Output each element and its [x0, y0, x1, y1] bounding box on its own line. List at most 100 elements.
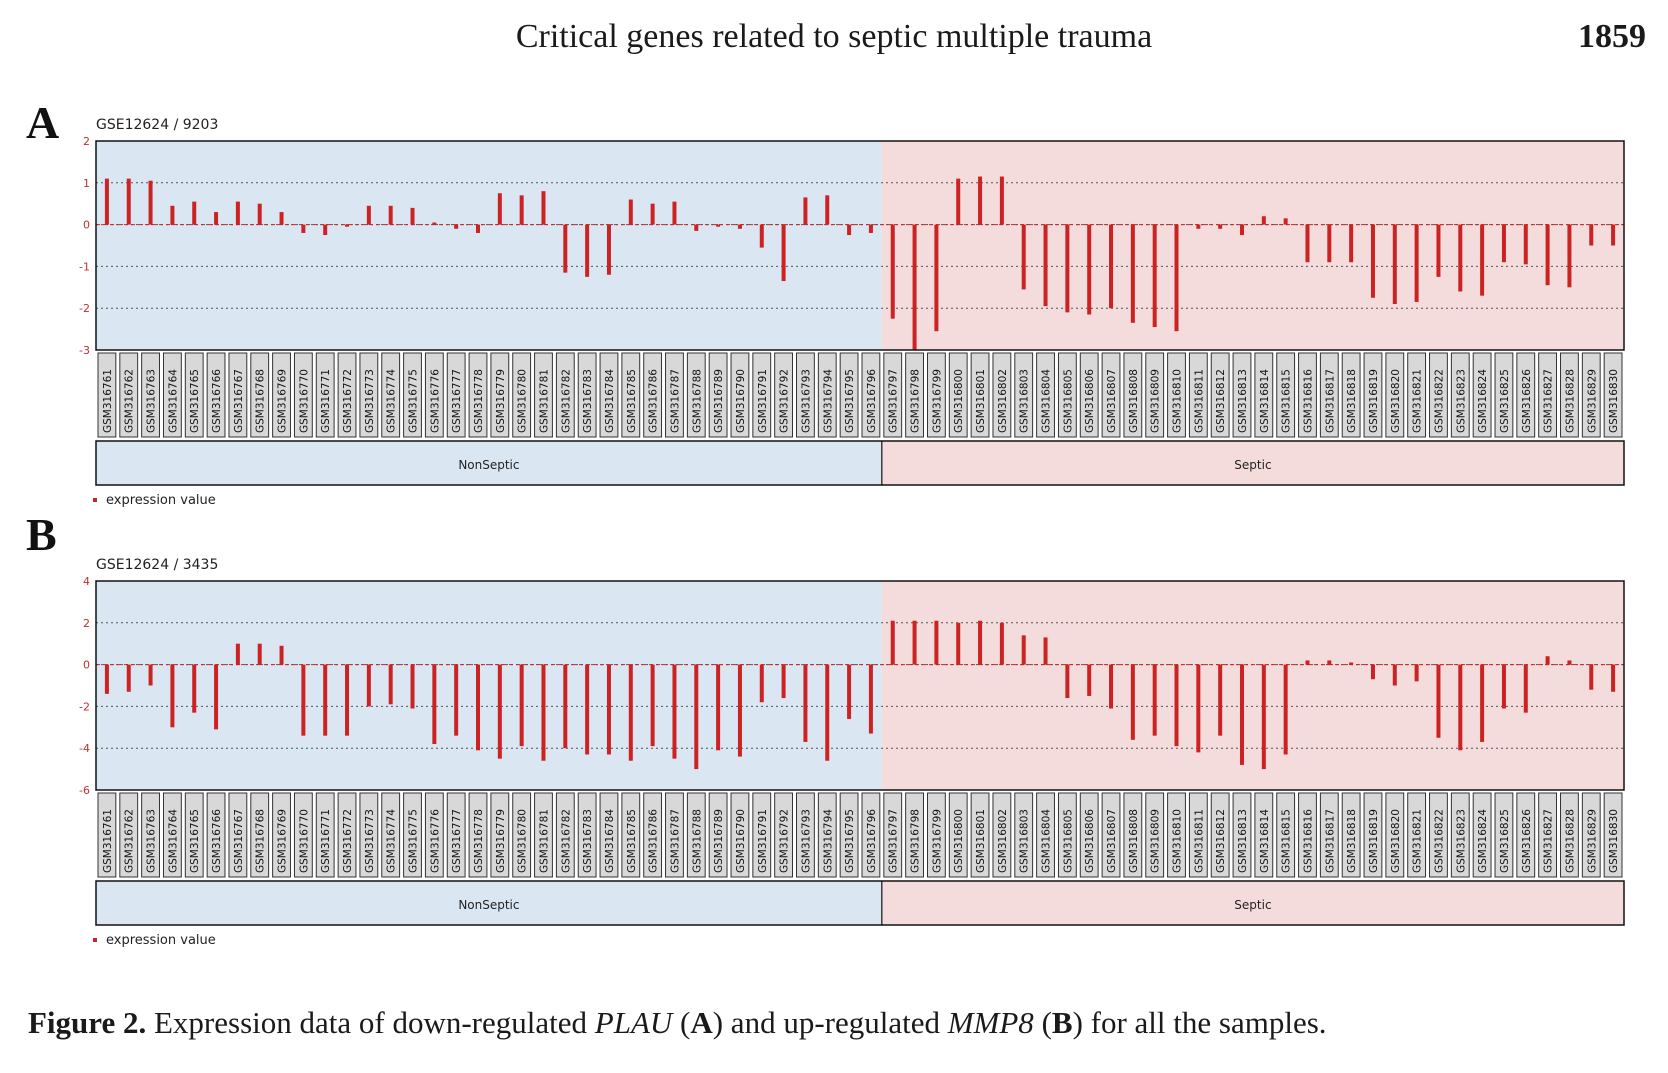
sample-label-box [643, 792, 663, 878]
sample-label-box [1123, 792, 1143, 878]
x-tick-label: GSM316830 [1608, 809, 1620, 873]
x-tick-label: GSM316782 [560, 369, 572, 433]
bar-GSM316783 [585, 224, 590, 277]
sample-label-box [534, 352, 553, 438]
caption-text-2: ( [672, 1005, 691, 1040]
sample-label-box [665, 352, 684, 438]
x-tick-label: GSM316808 [1128, 369, 1140, 433]
bar-GSM316777 [454, 224, 459, 229]
sample-label-box [424, 352, 444, 438]
sample-label-box [817, 792, 837, 878]
bar-GSM316813 [1240, 664, 1244, 765]
x-tick-label: GSM316821 [1412, 369, 1424, 433]
plot-background-nonseptic [96, 581, 882, 790]
sample-label-box [228, 352, 248, 438]
bar-GSM316802 [999, 176, 1004, 225]
sample-label-box [1210, 352, 1230, 438]
plot-background-septic [881, 581, 1624, 790]
bar-GSM316794 [825, 664, 830, 761]
bar-GSM316806 [1087, 224, 1092, 315]
bar-GSM316774 [388, 205, 393, 225]
x-tick-label: GSM316763 [146, 809, 158, 873]
x-tick-label: GSM316818 [1346, 369, 1358, 433]
x-tick-label: GSM316825 [1499, 369, 1511, 433]
sample-label-box [1560, 352, 1579, 438]
x-tick-label: GSM316777 [451, 809, 463, 873]
bar-GSM316767 [235, 643, 240, 665]
sample-label-box [1581, 352, 1601, 438]
bar-GSM316808 [1130, 664, 1135, 740]
bar-GSM316814 [1261, 216, 1266, 225]
sample-label-box [1210, 792, 1230, 878]
x-tick-label: GSM316817 [1324, 809, 1336, 873]
sample-label-box [315, 352, 335, 438]
x-tick-label: GSM316779 [495, 369, 507, 433]
sample-label-box [883, 352, 903, 438]
x-tick-label: GSM316820 [1390, 809, 1402, 873]
bar-GSM316768 [257, 643, 262, 665]
sample-label-box [1407, 352, 1427, 438]
plot-frame [95, 140, 1625, 351]
panel-letter-b: B [26, 509, 57, 560]
x-tick-label: GSM316814 [1259, 809, 1271, 873]
sample-label-box [1276, 352, 1296, 438]
bar-GSM316817 [1327, 224, 1332, 263]
x-tick-label: GSM316822 [1433, 369, 1445, 433]
bar-GSM316827 [1545, 224, 1550, 286]
caption-letter-1: A [690, 1005, 713, 1040]
caption-letter-2: B [1051, 1005, 1073, 1040]
bar-GSM316794 [825, 195, 830, 225]
sample-label-box [424, 792, 444, 878]
group-label-septic: Septic [1234, 458, 1271, 472]
bar-GSM316806 [1087, 664, 1092, 696]
bar-GSM316769 [279, 645, 284, 665]
bar-GSM316816 [1305, 224, 1310, 263]
sample-label-box [1079, 792, 1099, 878]
sample-label-box [97, 792, 117, 878]
sample-label-box [337, 792, 357, 878]
bar-GSM316822 [1436, 224, 1441, 277]
bar-GSM316812 [1218, 664, 1223, 736]
bar-GSM316775 [410, 207, 415, 225]
x-tick-label: GSM316812 [1215, 369, 1227, 433]
x-tick-label: GSM316780 [517, 369, 529, 433]
running-title: Critical genes related to septic multipl… [515, 18, 1153, 55]
bar-GSM316817 [1327, 660, 1332, 665]
plot-background-septic [881, 141, 1624, 350]
x-tick-label: GSM316771 [320, 809, 332, 873]
sample-label-box [1494, 792, 1514, 878]
x-tick-label: GSM316766 [211, 369, 223, 433]
sample-label-box [272, 352, 291, 438]
bar-GSM316765 [192, 201, 197, 225]
sample-label-box [1188, 792, 1208, 878]
sample-label-box [905, 352, 924, 438]
x-tick-label: GSM316829 [1586, 809, 1598, 873]
plot-background-nonseptic [96, 141, 882, 350]
sample-label-box [686, 792, 706, 878]
group-label-septic: Septic [1234, 898, 1271, 912]
bar-GSM316788 [694, 664, 699, 770]
bar-GSM316803 [1021, 635, 1026, 665]
x-tick-label: GSM316821 [1412, 809, 1424, 873]
x-tick-label: GSM316799 [931, 369, 943, 433]
bar-GSM316819 [1370, 224, 1375, 298]
x-tick-label: GSM316779 [495, 809, 507, 873]
x-tick-label: GSM316782 [560, 809, 572, 873]
x-tick-label: GSM316804 [1041, 809, 1053, 873]
sample-label-box [272, 792, 291, 878]
bar-GSM316807 [1109, 664, 1114, 709]
bar-GSM316763 [148, 180, 153, 225]
bar-GSM316821 [1414, 664, 1419, 682]
x-tick-label: GSM316784 [604, 369, 616, 433]
x-tick-label: GSM316804 [1041, 369, 1053, 433]
bar-GSM316812 [1218, 224, 1223, 229]
sample-label-box [1581, 792, 1601, 878]
bar-GSM316830 [1611, 224, 1616, 246]
sample-label-box [1538, 792, 1558, 878]
sample-label-box [1429, 792, 1448, 878]
x-tick-label: GSM316762 [124, 809, 136, 873]
sample-label-box [1341, 792, 1361, 878]
bar-GSM316829 [1589, 664, 1594, 690]
x-tick-label: GSM316816 [1302, 809, 1314, 873]
bar-GSM316818 [1349, 224, 1354, 263]
